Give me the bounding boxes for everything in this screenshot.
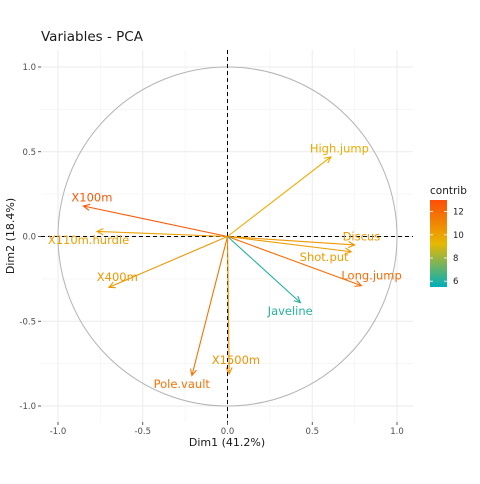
x-tick-label: 0.0 bbox=[221, 427, 235, 437]
arrowhead-x400m bbox=[107, 281, 116, 289]
arrowhead-javeline bbox=[293, 295, 302, 304]
label-javeline: Javeline bbox=[267, 304, 313, 318]
label-pole-vault: Pole.vault bbox=[154, 377, 211, 391]
y-tick-label: 0.5 bbox=[22, 148, 36, 158]
arrowhead-discus bbox=[347, 241, 356, 249]
y-tick-label: -0.5 bbox=[19, 317, 36, 327]
variable-arrows bbox=[82, 156, 363, 377]
x-axis-label: Dim1 (41.2%) bbox=[189, 436, 265, 449]
label-x110m-hurdle: X110m.hurdle bbox=[48, 233, 129, 247]
arrow-discus bbox=[227, 235, 355, 246]
x-tick-label: -1.0 bbox=[50, 427, 67, 437]
x-tick-label: -0.5 bbox=[134, 427, 151, 437]
arrow-x400m bbox=[108, 235, 228, 288]
label-x100m: X100m bbox=[71, 191, 112, 205]
label-x1500m: X1500m bbox=[212, 353, 260, 367]
label-high-jump: High.jump bbox=[310, 141, 369, 155]
arrow-x100m bbox=[83, 205, 228, 238]
label-x400m: X400m bbox=[97, 270, 138, 284]
arrow-x1500m bbox=[226, 236, 230, 374]
y-axis-ticks: -1.0 -0.5 0.0 0.5 1.0 bbox=[19, 63, 41, 412]
legend-title: contrib bbox=[430, 185, 467, 197]
arrowhead-high-jump bbox=[323, 156, 332, 164]
y-axis-label: Dim2 (18.4%) bbox=[4, 198, 17, 274]
y-tick-label: 1.0 bbox=[22, 63, 36, 73]
legend-tick-label: 6 bbox=[453, 277, 458, 287]
chart-title: Variables - PCA bbox=[41, 29, 144, 45]
arrowhead-shot-put bbox=[344, 247, 353, 255]
label-shot-put: Shot.put bbox=[300, 250, 349, 264]
legend-tick-label: 12 bbox=[453, 208, 464, 218]
legend-colorbar bbox=[430, 200, 447, 287]
arrowhead-x1500m bbox=[225, 367, 233, 376]
y-tick-label: -1.0 bbox=[19, 402, 36, 412]
legend-tick-label: 10 bbox=[453, 231, 464, 241]
arrow-javeline bbox=[227, 236, 301, 304]
arrow-pole-vault bbox=[191, 236, 229, 376]
variable-labels: X100m Long.jump Shot.put High.jump X400m X110… bbox=[48, 141, 402, 391]
arrowhead-x100m bbox=[82, 203, 91, 211]
arrow-x110m-hurdle bbox=[96, 230, 228, 238]
y-tick-label: 0.0 bbox=[22, 233, 36, 243]
x-tick-label: 1.0 bbox=[390, 427, 404, 437]
arrowhead-long-jump bbox=[354, 280, 363, 287]
x-axis-ticks: -1.0 -0.5 0.0 0.5 1.0 bbox=[50, 422, 404, 437]
label-discus: Discus bbox=[343, 230, 381, 244]
arrowhead-pole-vault bbox=[189, 368, 197, 377]
legend: contrib 6 8 10 12 bbox=[430, 185, 467, 287]
arrowhead-x110m-hurdle bbox=[95, 228, 104, 236]
label-long-jump: Long.jump bbox=[341, 268, 401, 282]
legend-tick-label: 8 bbox=[453, 254, 458, 264]
arrow-shot-put bbox=[227, 235, 352, 253]
x-tick-label: 0.5 bbox=[305, 427, 319, 437]
arrow-long-jump bbox=[227, 235, 362, 287]
arrow-high-jump bbox=[227, 156, 332, 237]
